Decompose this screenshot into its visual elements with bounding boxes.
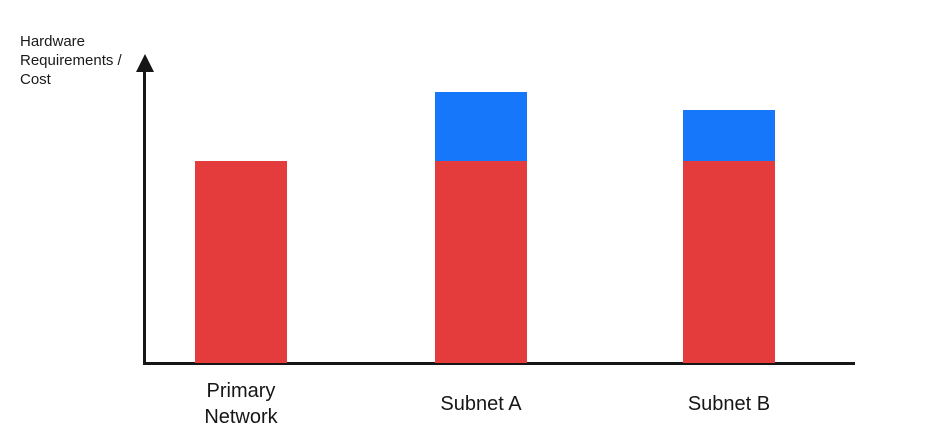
y-axis-label: Hardware Requirements / Cost xyxy=(20,33,122,88)
bar-segment-red-subnet-b xyxy=(683,161,775,363)
x-axis xyxy=(143,362,855,365)
bar-segment-red-subnet-a xyxy=(435,161,527,363)
bar-segment-blue-subnet-b xyxy=(683,110,775,161)
bar-segment-blue-subnet-a xyxy=(435,92,527,161)
x-label-primary-network: Primary Network xyxy=(204,380,278,428)
x-label-subnet-b: Subnet B xyxy=(687,393,771,415)
y-axis xyxy=(143,60,146,363)
bar-segment-red-primary-network xyxy=(195,161,287,363)
x-label-subnet-a: Subnet A xyxy=(440,393,522,415)
